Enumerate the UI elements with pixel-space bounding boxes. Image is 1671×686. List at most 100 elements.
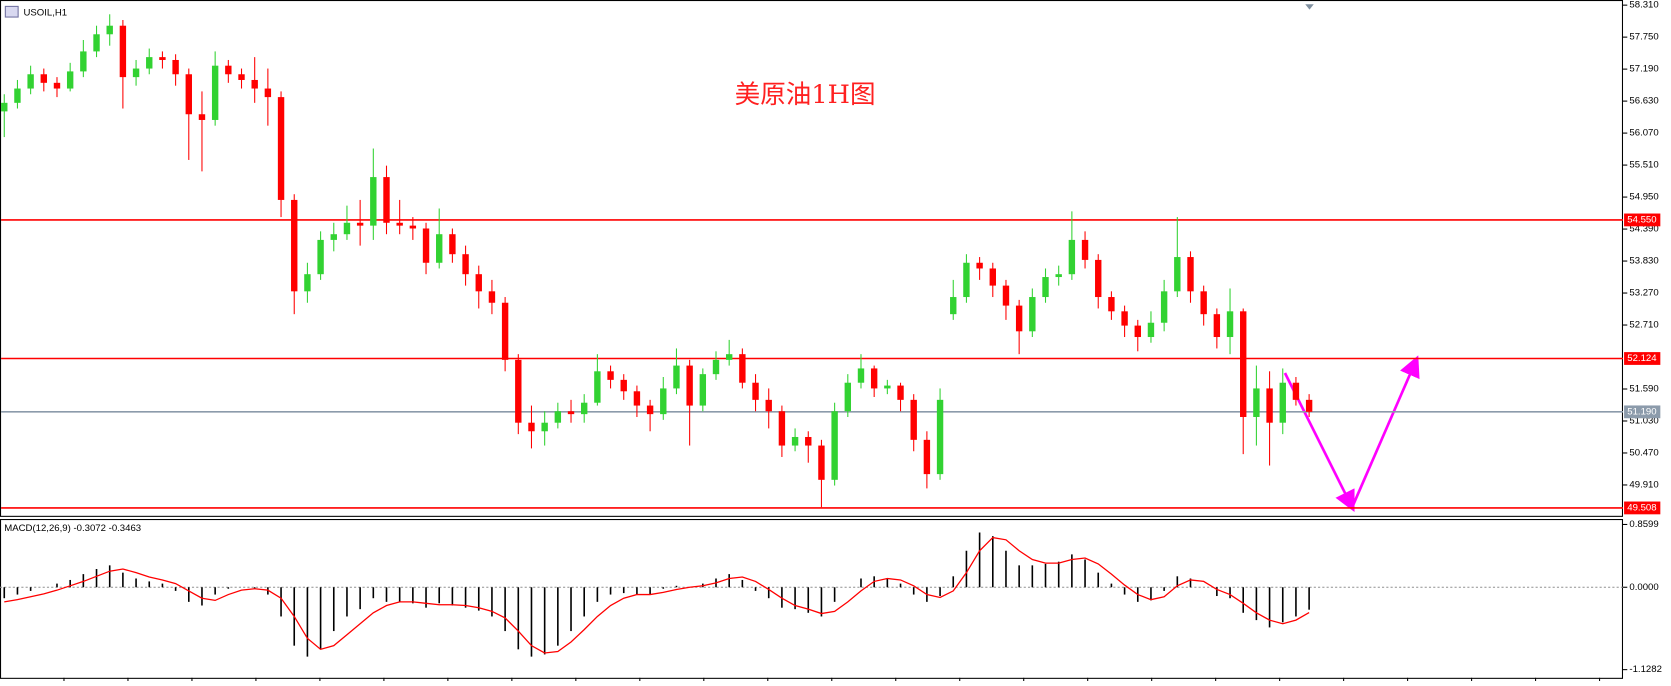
candle-body	[1147, 322, 1155, 338]
candle-body	[923, 439, 931, 475]
candle-body	[211, 65, 219, 120]
y-tick-label: 55.510	[1629, 160, 1658, 171]
candle-body	[1042, 277, 1049, 298]
candle-body	[1002, 285, 1010, 306]
y-tick-label: -1.1282	[1629, 664, 1662, 675]
candle-body	[422, 228, 430, 263]
y-tick-label: 54.950	[1629, 192, 1658, 203]
candle-body	[66, 71, 74, 89]
candle-body	[950, 297, 957, 315]
candle-body	[119, 25, 127, 78]
candle-body	[1226, 311, 1234, 338]
candle-body	[317, 239, 324, 275]
y-tick-label: 50.470	[1629, 448, 1658, 459]
candle-body	[436, 234, 443, 263]
y-tick-label: 57.750	[1629, 32, 1658, 43]
candle-body	[238, 74, 245, 80]
candle-body	[897, 385, 904, 400]
candle-body	[1279, 382, 1286, 423]
level-tag	[1624, 213, 1661, 227]
y-tick-label: 56.070	[1629, 128, 1658, 139]
candle-body	[356, 222, 364, 226]
candle-body	[172, 59, 179, 75]
candle-body	[1266, 388, 1273, 423]
candle-body	[462, 254, 469, 275]
candle-body	[686, 365, 693, 406]
candle-body	[633, 391, 641, 406]
y-tick-label: 58.310	[1629, 0, 1658, 11]
level-tag	[1624, 352, 1661, 365]
level-tag	[1624, 501, 1661, 515]
candle-body	[330, 234, 337, 240]
level-label: 51.190	[1627, 406, 1656, 417]
candle-body	[27, 74, 34, 89]
candle-body	[449, 234, 456, 255]
candle-body	[1160, 291, 1168, 323]
candle-body	[620, 379, 627, 392]
candle-body	[712, 359, 720, 375]
candle-body	[40, 74, 48, 83]
candle-body	[383, 177, 390, 223]
candle-body	[1068, 239, 1076, 275]
candle-body	[1174, 257, 1181, 292]
candle-body	[1121, 311, 1128, 326]
candle-body	[567, 411, 575, 415]
candle-body	[660, 388, 667, 415]
candle-body	[1240, 311, 1247, 417]
y-tick-label: 0.8599	[1629, 519, 1658, 530]
candle-body	[1015, 305, 1023, 332]
candle-body	[1081, 239, 1089, 260]
candle-body	[528, 422, 535, 432]
candle-body	[554, 411, 562, 423]
y-tick-label: 51.030	[1629, 416, 1658, 427]
candle-body	[396, 222, 403, 226]
candle-body	[1305, 399, 1313, 412]
forecast-arrow	[1350, 355, 1420, 508]
candle-body	[277, 97, 285, 200]
candle-body	[80, 51, 87, 72]
macd-panel	[0, 519, 1624, 679]
candle-body	[646, 405, 654, 415]
signal-line	[4, 536, 1310, 654]
candle-body	[594, 371, 601, 403]
candle-body	[765, 399, 772, 412]
candle-body	[884, 385, 891, 389]
candle-body	[488, 291, 496, 303]
y-tick-label: 0.0000	[1629, 582, 1658, 593]
candle-body	[844, 382, 852, 412]
candle-body	[976, 262, 983, 269]
candle-body	[725, 354, 733, 360]
candle-body	[251, 79, 258, 89]
y-tick-label: 51.590	[1629, 384, 1658, 395]
symbol-icon	[4, 5, 19, 18]
candle-body	[198, 114, 206, 120]
candle-body	[831, 411, 838, 480]
candle-body	[936, 399, 944, 475]
symbol-title: USOIL,H1	[23, 7, 67, 18]
candle-body	[739, 354, 746, 383]
candle-body	[1253, 388, 1260, 417]
candle-body	[963, 262, 970, 298]
candle-body	[106, 25, 113, 35]
candle-body	[159, 57, 166, 60]
candle-body	[752, 382, 759, 400]
candle-body	[291, 199, 298, 292]
candle-body	[1055, 274, 1062, 278]
candle-body	[370, 177, 377, 226]
candle-body	[791, 436, 799, 446]
y-tick-label: 52.710	[1629, 320, 1658, 331]
candle-body	[910, 399, 917, 440]
candle-body	[53, 82, 61, 89]
candle-body	[1213, 314, 1221, 338]
level-tag	[1624, 405, 1661, 419]
candle-body	[857, 368, 865, 383]
candle-body	[515, 359, 522, 423]
candle-body	[146, 57, 153, 69]
candle-body	[501, 302, 509, 360]
candle-body	[1095, 259, 1102, 298]
y-tick-label: 57.190	[1629, 64, 1658, 75]
candle-body	[1029, 297, 1036, 332]
y-tick-label: 53.270	[1629, 288, 1658, 299]
shift-marker	[1305, 4, 1314, 10]
